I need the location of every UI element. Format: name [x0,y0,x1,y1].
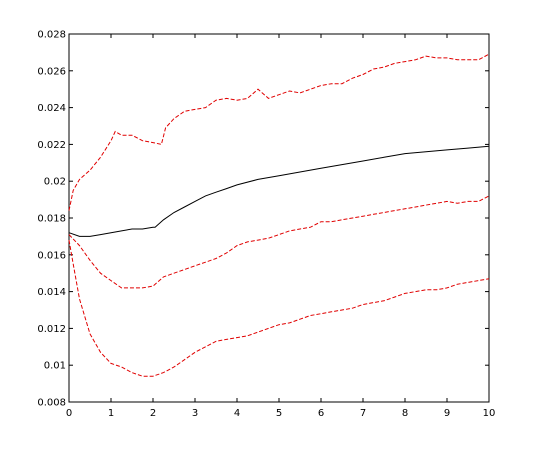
y-tick-label: 0.016 [37,250,66,261]
x-tick-label: 9 [444,408,450,419]
y-tick-label: 0.018 [37,214,66,225]
x-tick-label: 2 [150,408,156,419]
y-tick-label: 0.02 [44,177,66,188]
y-tick-label: 0.014 [37,287,66,298]
series-line-mean [68,145,490,237]
x-tick-label: 3 [192,408,198,419]
series-line-band-3 [68,240,490,377]
y-axis: 0.008 0.01 0.012 0.014 0.016 0.018 0.02 0.022 0.… [37,30,489,409]
y-tick-label: 0.008 [37,398,66,409]
y-tick-label: 0.012 [37,324,66,335]
y-tick-label: 0.022 [37,140,66,151]
y-tick-label: 0.026 [37,66,66,77]
x-tick-label: 10 [483,408,496,419]
x-tick-label: 6 [318,408,324,419]
x-tick-label: 7 [360,408,366,419]
y-tick-label: 0.028 [37,30,66,41]
x-tick-label: 5 [276,408,282,419]
plot-frame [68,33,490,403]
x-tick-label: 1 [108,408,114,419]
x-tick-label: 8 [402,408,408,419]
series-layer [68,53,490,377]
x-tick-label: 0 [66,408,72,419]
y-tick-label: 0.01 [44,361,66,372]
series-line-band-2 [68,195,490,289]
series-line-band-1 [68,53,490,211]
x-axis: 0 1 2 3 4 5 6 7 8 9 10 [66,34,496,419]
y-tick-label: 0.024 [37,103,66,114]
x-tick-label: 4 [234,408,240,419]
